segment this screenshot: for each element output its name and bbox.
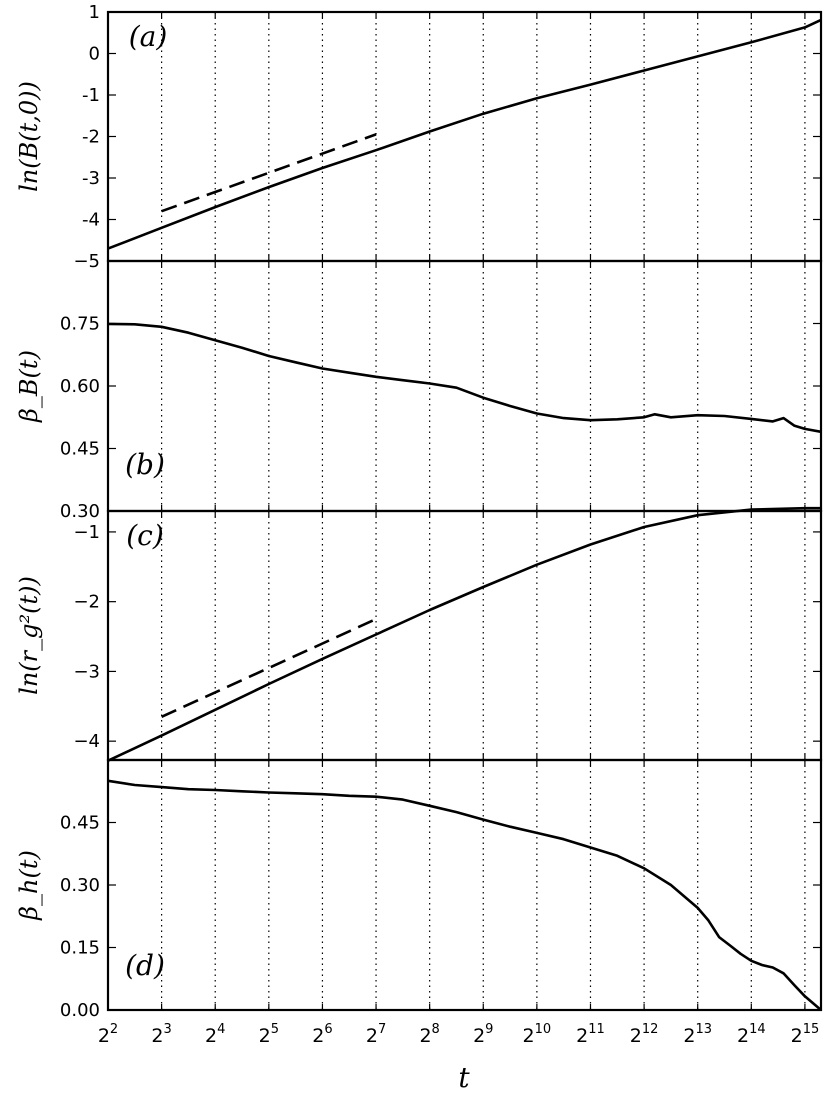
x-tick-label: 26 [312, 1022, 332, 1047]
y-axis-label: β_h(t) [15, 850, 43, 921]
y-tick-label: 0.30 [60, 501, 100, 522]
x-tick-label: 214 [737, 1022, 766, 1047]
panel-tag: (c) [126, 519, 164, 552]
y-tick-label: 0.45 [60, 439, 100, 460]
x-tick-label: 24 [205, 1022, 225, 1047]
x-tick-label: 212 [630, 1022, 659, 1047]
panels: 1 0 -1 -2 -3 -4 −5 (a) ln(B(t,0)) 0.75 0.60 0.45 0.3… [15, 2, 823, 1021]
y-tick-label: 1 [89, 2, 100, 23]
panel-b: 0.75 0.60 0.45 0.30 (b) β_B(t) [15, 259, 823, 522]
y-tick-label: −3 [73, 661, 100, 682]
y-tick-label: 0.00 [60, 1000, 100, 1021]
data-line [107, 322, 822, 434]
y-tick-label: 0 [89, 44, 100, 65]
panel-frame [106, 758, 823, 1012]
y-tick-label: 0.75 [60, 314, 100, 335]
panel-tag: (b) [125, 448, 165, 481]
y-tick-label: -4 [82, 210, 100, 231]
panel-frame [106, 259, 823, 513]
panel-tag: (d) [125, 949, 165, 982]
x-axis-label: t [458, 1061, 470, 1094]
y-tick-label: −1 [73, 522, 100, 543]
x-axis: 22 23 24 25 26 27 28 29 210 211 212 213 214 215 [98, 1022, 819, 1047]
y-tick-label: −4 [73, 731, 100, 752]
x-tick-label: 215 [791, 1022, 820, 1047]
x-tick-label: 28 [419, 1022, 439, 1047]
panel-frame [106, 509, 823, 762]
x-tick-label: 25 [259, 1022, 279, 1047]
y-axis-label: ln(B(t,0)) [15, 81, 43, 192]
panel-frame [106, 10, 823, 263]
y-tick-label: −5 [73, 251, 100, 272]
y-axis-label: ln(r_g²(t)) [15, 576, 43, 695]
data-line [107, 506, 821, 762]
y-tick-label: 0.45 [60, 813, 100, 834]
panel-a: 1 0 -1 -2 -3 -4 −5 (a) ln(B(t,0)) [15, 2, 823, 272]
x-tick-label: 23 [151, 1022, 171, 1047]
panel-c: −1 −2 −3 −4 (c) ln(r_g²(t)) [15, 506, 823, 762]
dashed-reference-line [161, 133, 377, 213]
x-tick-label: 29 [473, 1022, 493, 1047]
y-tick-label: 0.15 [60, 938, 100, 959]
y-tick-label: -2 [82, 127, 100, 148]
x-tick-label: 22 [98, 1022, 118, 1047]
y-tick-label: 0.30 [60, 875, 100, 896]
x-tick-label: 211 [576, 1022, 605, 1047]
y-tick-label: 0.60 [60, 376, 100, 397]
y-tick-label: −2 [73, 592, 100, 613]
y-tick-label: -1 [82, 85, 100, 106]
data-line [107, 18, 822, 250]
panel-d: 0.45 0.30 0.15 0.00 (d) β_h(t) [15, 758, 823, 1021]
dashed-reference-line [161, 617, 377, 718]
x-tick-label: 213 [683, 1022, 712, 1047]
data-line [107, 779, 822, 1011]
x-tick-label: 210 [523, 1022, 552, 1047]
panel-tag: (a) [129, 20, 168, 53]
y-tick-label: -3 [82, 168, 100, 189]
x-tick-label: 27 [366, 1022, 386, 1047]
y-axis-label: β_B(t) [15, 350, 43, 423]
